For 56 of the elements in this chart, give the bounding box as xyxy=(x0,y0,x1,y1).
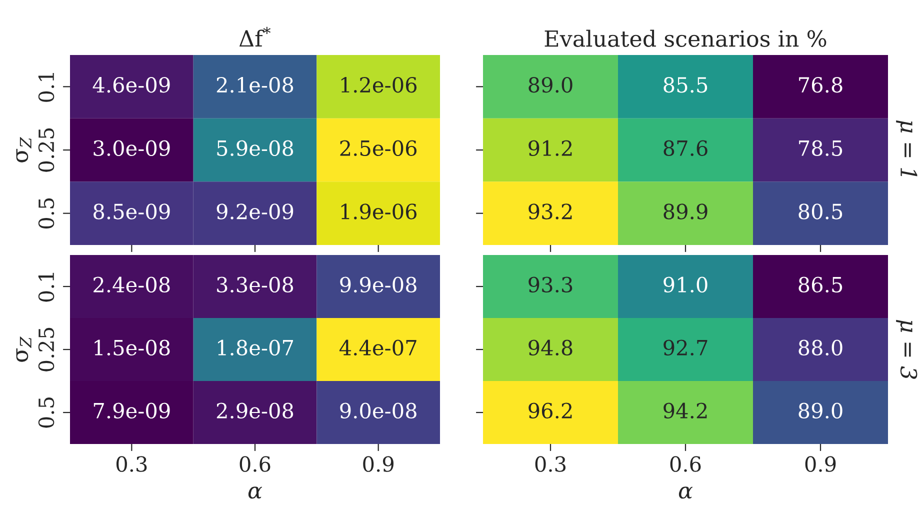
x-tick-label: 0.3 xyxy=(116,456,147,472)
data-label: 9.2e-09 xyxy=(216,204,294,220)
x-axis-title: α xyxy=(248,486,262,499)
y-tick-label: 0.5 xyxy=(38,198,54,229)
data-label: 80.5 xyxy=(798,204,842,220)
data-label: 2.5e-06 xyxy=(340,140,417,156)
x-tick-label: 0.3 xyxy=(535,456,566,472)
data-label: 3.3e-08 xyxy=(217,276,294,293)
data-label: 5.9e-08 xyxy=(217,140,294,156)
data-label: 91.0 xyxy=(664,276,708,293)
data-label: 85.5 xyxy=(664,76,708,93)
chart-title: Evaluated scenarios in % xyxy=(544,30,826,47)
x-tick-label: 0.9 xyxy=(805,456,836,472)
data-label: 93.2 xyxy=(528,204,572,220)
data-label: 4.4e-07 xyxy=(339,340,416,356)
data-label: 1.5e-08 xyxy=(94,340,170,356)
y-tick-label: 0.1 xyxy=(38,272,54,302)
y-tick-label: 0.25 xyxy=(38,328,54,372)
data-label: 89.0 xyxy=(798,402,842,419)
data-label: 1.9e-06 xyxy=(341,204,417,220)
data-label: 2.4e-08 xyxy=(94,276,170,293)
chart-title: Δf$^{*}$ xyxy=(239,26,271,47)
data-label: 1.8e-07 xyxy=(218,340,293,356)
data-label: 2.9e-08 xyxy=(216,402,294,419)
data-label: 7.9e-09 xyxy=(94,402,170,419)
data-label: 86.5 xyxy=(798,276,842,293)
x-axis-title: α xyxy=(678,486,693,499)
data-label: 88.0 xyxy=(798,340,842,356)
data-label: 78.5 xyxy=(799,140,842,156)
data-label: 4.6e-09 xyxy=(92,76,170,93)
y-axis-title: σ$_{Z}$ xyxy=(16,137,32,162)
data-label: 8.5e-09 xyxy=(94,204,170,220)
x-tick-label: 0.6 xyxy=(240,456,270,472)
data-label: 89.9 xyxy=(664,204,708,220)
data-label: 94.8 xyxy=(528,340,572,356)
data-label: 93.3 xyxy=(528,276,572,293)
x-tick-label: 0.6 xyxy=(670,456,701,472)
y-tick-label: 0.25 xyxy=(38,128,54,172)
data-label: 96.2 xyxy=(528,402,572,419)
data-label: 92.7 xyxy=(664,340,708,356)
y2-axis-title: μ = 3 xyxy=(896,320,918,379)
data-label: 91.2 xyxy=(528,140,572,156)
data-label: 76.8 xyxy=(799,76,842,93)
y-tick-label: 0.1 xyxy=(38,73,54,102)
data-label: 2.1e-08 xyxy=(216,76,294,93)
data-label: 3.0e-09 xyxy=(94,140,170,156)
data-label: 94.2 xyxy=(664,402,707,419)
data-label: 9.9e-08 xyxy=(340,276,416,293)
data-label: 1.2e-06 xyxy=(341,76,417,93)
data-label: 87.6 xyxy=(664,140,708,156)
y2-axis-title: μ = 1 xyxy=(896,120,918,176)
x-tick-label: 0.9 xyxy=(363,456,394,472)
data-label: 9.0e-08 xyxy=(340,402,416,419)
data-label: 89.0 xyxy=(528,76,572,93)
y-tick-label: 0.5 xyxy=(38,398,54,428)
y-axis-title: σ$_{Z}$ xyxy=(16,336,32,362)
